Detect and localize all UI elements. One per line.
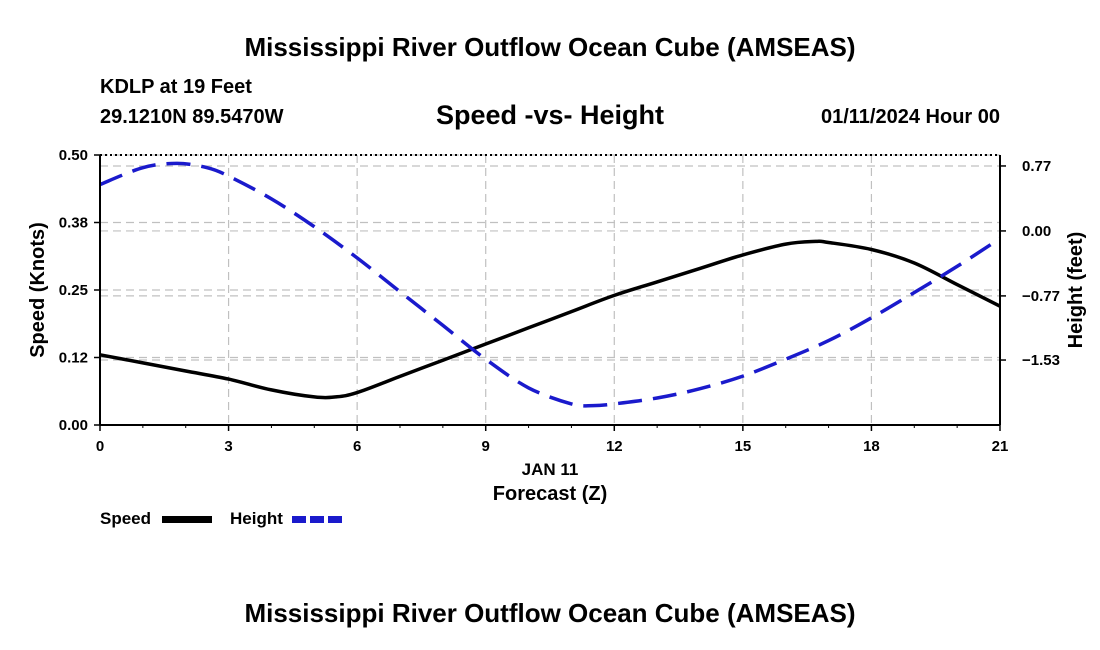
y-axis-label: Speed (Knots) <box>27 222 49 358</box>
y-tick-label: 0.12 <box>59 350 88 367</box>
y2-axis-label: Height (feet) <box>1065 232 1087 349</box>
second-chart-title: Mississippi River Outflow Ocean Cube (AM… <box>244 598 856 628</box>
series-lines <box>99 161 1001 408</box>
x-axis-date-label: JAN 11 <box>522 460 579 479</box>
coordinates-label: 29.1210N 89.5470W <box>100 106 284 128</box>
grid-lines <box>100 154 1000 426</box>
y2-tick-label: −0.77 <box>1022 288 1060 305</box>
x-tick-label: 9 <box>482 438 490 455</box>
x-axis-label: Forecast (Z) <box>493 483 607 505</box>
x-tick-label: 21 <box>992 438 1009 455</box>
y2-tick-label: −1.53 <box>1022 352 1060 369</box>
x-tick-label: 12 <box>606 438 623 455</box>
datetime-label: 01/11/2024 Hour 00 <box>820 106 1000 128</box>
y2-tick-label: 0.00 <box>1022 223 1051 240</box>
y-tick-label: 0.38 <box>59 215 88 232</box>
legend-height-swatch <box>292 516 342 523</box>
legend-speed-swatch <box>162 516 212 523</box>
x-tick-label: 18 <box>863 438 880 455</box>
x-tick-label: 0 <box>96 438 104 455</box>
y-tick-label: 0.00 <box>59 417 88 434</box>
chart-subtitle: Speed -vs- Height <box>435 100 665 130</box>
y2-tick-label: 0.77 <box>1022 158 1051 175</box>
tick-marks <box>94 154 1006 431</box>
x-tick-label: 3 <box>224 438 232 455</box>
x-tick-label: 6 <box>353 438 361 455</box>
speed-series-line <box>99 239 1001 400</box>
height-series-line <box>99 161 1001 408</box>
tick-labels: 0 3 6 9 12 15 18 21 0.00 0.12 0.25 0.38 0.50 0.77 0.00… <box>59 147 1060 455</box>
y-tick-label: 0.50 <box>59 147 88 164</box>
x-tick-label: 15 <box>735 438 752 455</box>
main-title: Mississippi River Outflow Ocean Cube (AM… <box>244 32 856 62</box>
legend-height-label: Height <box>230 509 283 528</box>
speed-height-chart: 0 3 6 9 12 15 18 21 0.00 0.12 0.25 0.38 0.50 0.77 0.00… <box>27 147 1087 505</box>
station-label: KDLP at 19 Feet <box>100 76 252 98</box>
legend-speed-label: Speed <box>100 509 152 528</box>
y-tick-label: 0.25 <box>59 282 88 299</box>
